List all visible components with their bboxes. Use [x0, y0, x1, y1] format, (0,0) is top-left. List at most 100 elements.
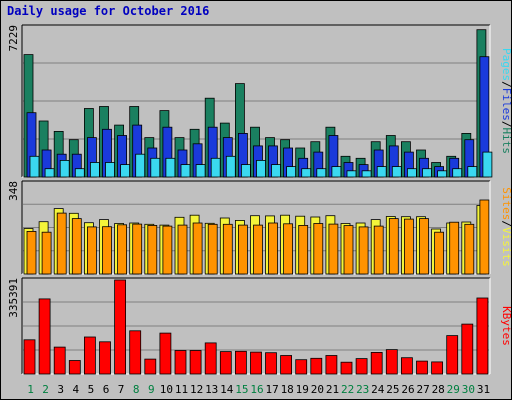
- x-tick-label-day-2: 2: [42, 383, 49, 396]
- x-tick-label-day-10: 10: [160, 383, 173, 396]
- x-tick-label-day-4: 4: [72, 383, 79, 396]
- y-max-label: 335391: [7, 278, 20, 318]
- bar-kbytes-day-3: [53, 346, 66, 375]
- bar-pages-day-3: [59, 159, 70, 178]
- x-tick-label-day-23: 23: [356, 383, 369, 396]
- bar-pages-day-9: [150, 157, 161, 178]
- bar-sites-day-4: [71, 218, 82, 275]
- bar-pages-day-11: [180, 164, 191, 178]
- x-tick-label-day-16: 16: [250, 383, 263, 396]
- bar-sites-day-24: [373, 225, 384, 275]
- x-tick-label-day-18: 18: [281, 383, 294, 396]
- bar-sites-day-11: [177, 224, 188, 275]
- bar-sites-day-8: [132, 223, 143, 275]
- bar-pages-day-28: [437, 170, 448, 178]
- bar-pages-day-7: [120, 164, 130, 178]
- bar-pages-day-4: [74, 168, 85, 178]
- bar-kbytes-day-30: [461, 323, 474, 375]
- x-tick-label-day-29: 29: [447, 383, 460, 396]
- bar-kbytes-day-2: [38, 298, 51, 375]
- bar-sites-day-2: [41, 231, 52, 275]
- bar-sites-day-22: [343, 225, 354, 275]
- x-tick-label-day-3: 3: [57, 383, 64, 396]
- bar-pages-day-1: [29, 155, 40, 178]
- bar-kbytes-day-11: [174, 350, 187, 375]
- bar-pages-day-2: [44, 168, 55, 178]
- legend-kbytes: KBytes: [500, 306, 512, 346]
- bar-pages-day-24: [376, 166, 387, 178]
- bar-pages-day-5: [90, 162, 100, 178]
- bar-sites-day-7: [117, 224, 127, 275]
- bar-kbytes-day-5: [84, 336, 96, 375]
- bar-kbytes-day-22: [340, 361, 353, 375]
- bar-sites-day-30: [464, 223, 475, 275]
- bar-kbytes-day-1: [23, 339, 36, 375]
- bar-sites-day-10: [162, 225, 173, 275]
- bar-sites-day-23: [358, 226, 369, 275]
- bar-pages-day-19: [301, 168, 312, 178]
- legend-item-hits: Hits: [500, 128, 512, 155]
- x-tick-label-day-13: 13: [205, 383, 218, 396]
- bar-sites-day-13: [207, 223, 218, 275]
- x-tick-label-day-19: 19: [296, 383, 309, 396]
- bar-sites-day-1: [26, 230, 37, 275]
- bar-sites-day-16: [253, 224, 263, 275]
- panel-kbytes: 335391 KBytes: [7, 277, 512, 375]
- x-tick-label-day-1: 1: [27, 383, 34, 396]
- bar-pages-day-8: [135, 153, 146, 178]
- legend-hits-files-pages: Pages/Files/Hits: [500, 48, 512, 154]
- bar-kbytes-day-21: [325, 355, 338, 375]
- bar-kbytes-day-16: [250, 351, 262, 375]
- x-tick-label-day-20: 20: [311, 383, 324, 396]
- x-tick-label-day-12: 12: [190, 383, 203, 396]
- bar-kbytes-day-29: [446, 335, 459, 375]
- bar-pages-day-22: [346, 170, 357, 178]
- x-tick-label-day-31: 31: [477, 383, 490, 396]
- bar-pages-day-17: [271, 164, 281, 178]
- bar-sites-day-28: [434, 231, 445, 275]
- bar-pages-day-15: [240, 164, 251, 178]
- bar-kbytes-day-10: [159, 332, 172, 375]
- legend-visits-sites: Sites/Visits: [500, 187, 512, 267]
- bar-pages-day-6: [105, 162, 115, 178]
- bar-kbytes-day-20: [310, 357, 323, 375]
- legend-item-sites: Sites: [500, 187, 512, 220]
- bar-sites-day-5: [87, 226, 97, 275]
- bar-kbytes-day-28: [431, 361, 444, 375]
- bar-kbytes-day-9: [144, 358, 157, 375]
- bar-kbytes-day-8: [129, 330, 142, 375]
- chart-title: Daily usage for October 2016: [7, 4, 210, 18]
- bar-pages-day-25: [391, 166, 402, 178]
- bar-sites-day-26: [403, 218, 414, 275]
- bar-kbytes-day-31: [476, 297, 489, 375]
- bar-kbytes-day-26: [400, 357, 413, 375]
- bar-sites-day-19: [298, 224, 309, 275]
- bar-kbytes-day-4: [68, 360, 81, 375]
- bar-sites-day-25: [388, 218, 399, 275]
- x-tick-label-day-6: 6: [103, 383, 110, 396]
- legend-item-kbytes: KBytes: [500, 306, 512, 346]
- bar-kbytes-day-14: [219, 351, 232, 375]
- bar-sites-day-3: [56, 212, 67, 275]
- bar-pages-day-30: [467, 166, 478, 178]
- legend-separator: /: [500, 121, 512, 128]
- legend-separator: /: [500, 81, 512, 88]
- bar-kbytes-day-27: [416, 360, 428, 375]
- x-tick-label-day-21: 21: [326, 383, 339, 396]
- x-tick-label-day-8: 8: [133, 383, 140, 396]
- legend-item-visits: Visits: [500, 227, 512, 267]
- bar-sites-day-29: [449, 221, 460, 275]
- bar-kbytes-day-25: [385, 349, 398, 375]
- bar-pages-day-10: [165, 157, 176, 178]
- bar-sites-day-27: [419, 218, 429, 275]
- bar-pages-day-20: [316, 168, 327, 178]
- x-tick-label-day-15: 15: [235, 383, 248, 396]
- x-tick-label-day-27: 27: [416, 383, 429, 396]
- x-tick-label-day-11: 11: [175, 383, 188, 396]
- bar-kbytes-day-19: [295, 359, 308, 375]
- x-tick-label-day-5: 5: [88, 383, 95, 396]
- legend-item-files: Files: [500, 88, 512, 121]
- x-tick-label-day-7: 7: [118, 383, 125, 396]
- bar-pages-day-14: [225, 155, 236, 178]
